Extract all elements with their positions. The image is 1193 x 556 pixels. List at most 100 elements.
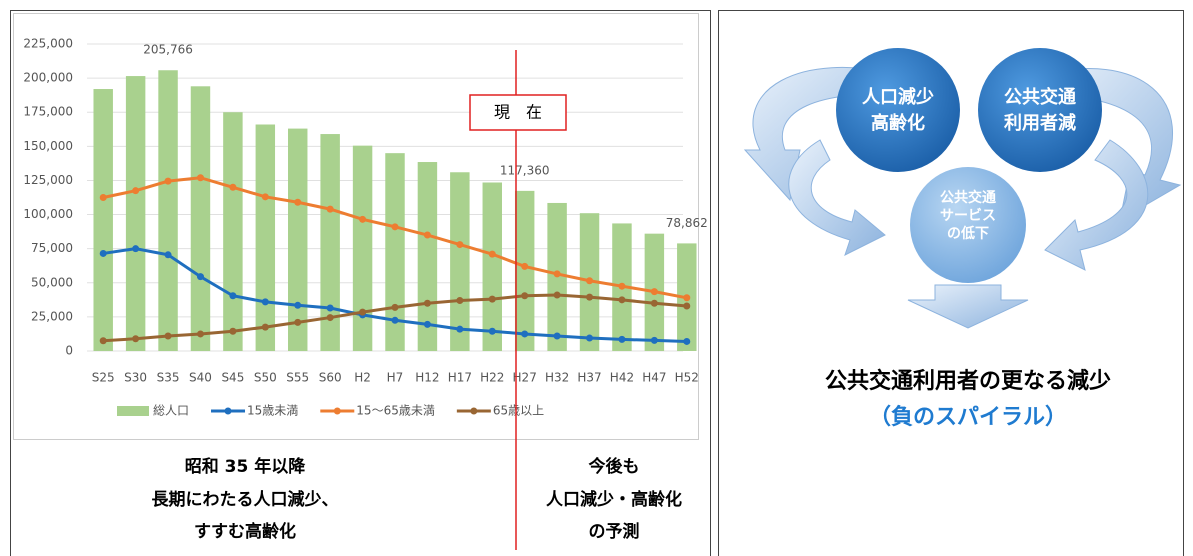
- x-tick-label: S55: [286, 371, 309, 385]
- legend-swatch: [224, 407, 232, 415]
- marker: [553, 332, 561, 340]
- note-line: 昭和 35 年以降: [185, 456, 306, 477]
- spiral-arrows: [743, 66, 1182, 329]
- x-tick-label: H22: [480, 371, 504, 385]
- marker: [683, 302, 691, 310]
- y-tick-label: 50,000: [31, 275, 73, 289]
- marker: [261, 323, 269, 331]
- marker: [164, 177, 172, 185]
- chart-frame: [13, 13, 699, 440]
- marker: [132, 187, 140, 195]
- marker: [294, 198, 302, 206]
- marker: [586, 277, 594, 285]
- arrow: [788, 139, 886, 256]
- down-arrow: [907, 284, 1029, 329]
- marker: [294, 301, 302, 309]
- x-tick-label: S25: [92, 371, 115, 385]
- y-tick-label: 100,000: [23, 207, 73, 221]
- marker: [391, 223, 399, 231]
- now-box: [469, 94, 567, 131]
- circle: [910, 167, 1026, 283]
- bar: [385, 153, 405, 351]
- circle-text: 利用者減: [1004, 112, 1076, 134]
- x-tick-label: S50: [254, 371, 277, 385]
- chart: 0 25,000 50,000 75,000 100,000 125,000 150,000…: [23, 37, 707, 418]
- y-tick-label: 200,000: [23, 71, 73, 85]
- bar: [223, 112, 243, 351]
- bar: [93, 89, 113, 351]
- data-label: 205,766: [143, 43, 193, 57]
- marker: [391, 303, 399, 311]
- marker: [521, 262, 529, 270]
- x-tick-label: H42: [610, 371, 634, 385]
- marker: [488, 295, 496, 303]
- bar: [288, 128, 308, 351]
- bar: [514, 190, 535, 351]
- marker: [261, 298, 269, 306]
- conclusion: 公共交通利用者の更なる減少: [825, 368, 1111, 394]
- legend-label: 15歳未満: [247, 404, 298, 418]
- legend-swatch: [117, 406, 149, 416]
- marker: [99, 249, 107, 257]
- marker: [261, 193, 269, 201]
- marker: [326, 314, 334, 322]
- x-tick-label: H32: [545, 371, 569, 385]
- x-tick-label: H2: [354, 371, 371, 385]
- arrow: [1044, 139, 1149, 271]
- marker: [586, 293, 594, 301]
- x-tick-label: H52: [675, 371, 699, 385]
- x-tick-label: S60: [319, 371, 342, 385]
- marker: [196, 174, 204, 182]
- marker: [326, 205, 334, 213]
- marker: [521, 330, 529, 338]
- bar: [158, 70, 178, 352]
- marker: [553, 291, 561, 299]
- bar: [450, 172, 470, 351]
- marker: [618, 282, 626, 290]
- bar: [320, 134, 340, 351]
- marker: [456, 241, 464, 249]
- x-tick-label: H17: [448, 371, 472, 385]
- note-line: すすむ高齢化: [194, 521, 296, 542]
- marker: [294, 318, 302, 326]
- marker: [650, 299, 658, 307]
- y-tick-label: 125,000: [23, 173, 73, 187]
- marker: [650, 288, 658, 296]
- note-line: 長期にわたる人口減少、: [152, 489, 339, 510]
- y-tick-label: 0: [65, 344, 73, 358]
- circle-text: 人口減少: [862, 86, 934, 108]
- marker: [359, 215, 367, 223]
- marker: [196, 330, 204, 338]
- marker: [488, 250, 496, 258]
- legend-swatch: [333, 407, 341, 415]
- marker: [521, 292, 529, 300]
- marker: [132, 335, 140, 343]
- marker: [164, 251, 172, 259]
- bar: [482, 182, 502, 351]
- left-panel: [10, 10, 711, 556]
- y-tick-label: 225,000: [23, 37, 73, 51]
- note-line: 人口減少・高齢化: [546, 489, 682, 510]
- y-tick-label: 150,000: [23, 139, 73, 153]
- marker: [683, 294, 691, 302]
- y-tick-label: 75,000: [31, 241, 73, 255]
- marker: [423, 299, 431, 307]
- marker: [391, 316, 399, 324]
- x-tick-label: H7: [387, 371, 404, 385]
- legend-label: 15〜65歳未満: [356, 404, 435, 418]
- legend-label: 総人口: [153, 404, 189, 418]
- now-label: 現 在: [494, 103, 542, 122]
- x-tick-label: H37: [577, 371, 601, 385]
- marker: [650, 336, 658, 344]
- circle-text: サービス: [940, 208, 996, 224]
- circle-text: 公共交通: [940, 189, 996, 206]
- right-panel: [718, 10, 1184, 556]
- x-tick-label: H47: [642, 371, 666, 385]
- circle-text: の低下: [947, 225, 989, 242]
- marker: [164, 332, 172, 340]
- marker: [586, 334, 594, 342]
- circle-text: 高齢化: [871, 112, 925, 134]
- marker: [683, 337, 691, 345]
- marker: [456, 325, 464, 333]
